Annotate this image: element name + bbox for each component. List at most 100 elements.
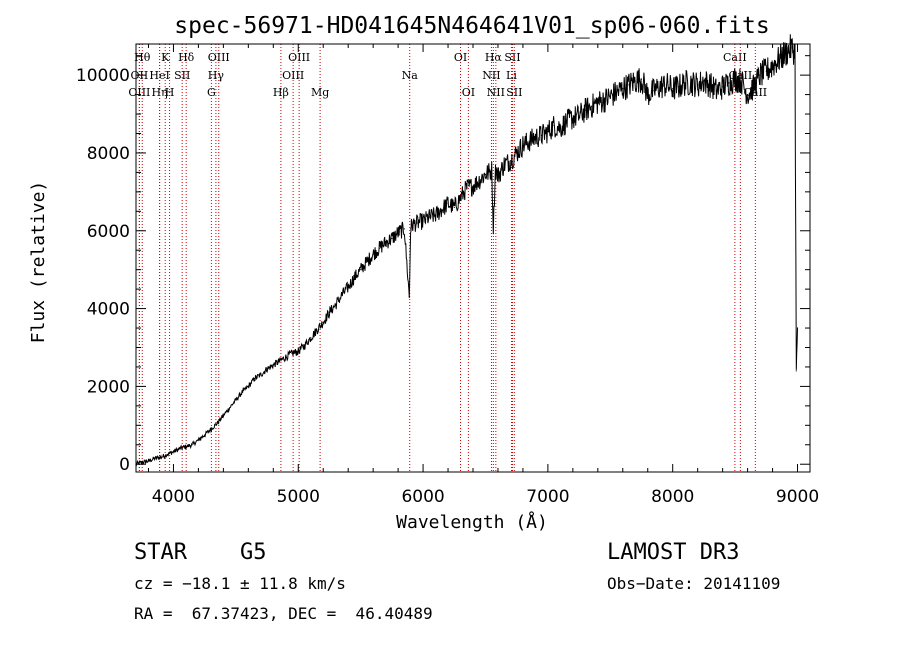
line-label-9: Hγ: [208, 69, 225, 82]
series-point-17: [241, 391, 243, 393]
series-point-78: [597, 101, 599, 103]
series-point-107: [778, 58, 780, 61]
series-point-81: [615, 92, 618, 94]
series-point-5: [166, 453, 168, 456]
series-point-18: [247, 385, 249, 387]
series-point-43: [403, 228, 405, 230]
series-point-16: [235, 399, 237, 401]
series-point-64: [509, 160, 512, 162]
series-point-76: [584, 109, 586, 111]
x-tick-label-5: 9000: [776, 487, 819, 507]
y-tick-label-0: 0: [119, 455, 130, 475]
series-point-25: [291, 352, 293, 354]
series-point-14: [222, 414, 224, 417]
series-point-57: [478, 179, 480, 181]
line-label-0: Hθ: [134, 51, 151, 64]
series-point-40: [385, 241, 387, 244]
series-point-89: [665, 84, 668, 86]
series-point-96: [709, 84, 711, 86]
series-point-111: [795, 370, 797, 372]
line-label-12: Hβ: [273, 86, 289, 99]
series-point-54: [459, 197, 462, 199]
series-point-21: [266, 368, 268, 370]
line-label-16: Na: [402, 69, 419, 82]
series-point-48: [422, 220, 424, 222]
series-point-20: [260, 374, 262, 376]
y-tick-label-3: 6000: [87, 222, 130, 242]
survey-name: LAMOST DR3: [607, 540, 740, 565]
series-point-79: [603, 99, 605, 102]
series-point-56: [472, 185, 474, 187]
redshift-cz: cz = −18.1 ± 11.8 km/s: [134, 574, 346, 593]
series-point-42: [397, 232, 399, 234]
series-flux: [135, 34, 798, 467]
series-point-46: [411, 224, 413, 226]
series-point-9: [191, 444, 193, 446]
series-point-61: [494, 167, 497, 170]
series-point-13: [216, 422, 218, 424]
series-point-23: [278, 360, 281, 362]
series-point-8: [185, 446, 187, 448]
series-point-104: [759, 74, 761, 76]
series-point-85: [640, 78, 643, 80]
spectral-line-markers: HθOIIOIIIHηHeIKHSIIHδHγOIIIGHβOIIIOIIIMg…: [128, 44, 767, 472]
x-axis-label: Wavelength (Å): [396, 511, 548, 533]
line-label-21: NII: [487, 86, 505, 99]
series-point-34: [347, 286, 349, 288]
line-label-23: SII: [504, 51, 520, 64]
series-point-55: [466, 187, 468, 189]
series-point-91: [678, 86, 680, 88]
line-label-13: OIII: [282, 69, 304, 82]
chart-title: spec-56971-HD041645N464641V01_sp06-060.f…: [174, 13, 769, 39]
series-point-37: [366, 261, 368, 263]
series-point-82: [622, 88, 624, 90]
ra-dec-coordinates: RA = 67.37423, DEC = 46.40489: [134, 604, 433, 623]
series-point-105: [765, 70, 767, 72]
series-point-53: [453, 206, 455, 209]
series-point-4: [160, 456, 162, 458]
series-point-12: [210, 428, 212, 430]
series-point-24: [285, 356, 287, 358]
line-label-18: OI: [462, 86, 475, 99]
series-point-2: [147, 460, 150, 462]
x-tick-label-2: 6000: [401, 487, 444, 507]
series-point-80: [609, 95, 611, 98]
y-tick-label-4: 8000: [87, 144, 130, 164]
series-point-44: [408, 296, 410, 298]
series-point-6: [172, 451, 175, 453]
line-label-20: Hα: [485, 51, 503, 64]
series-point-45: [409, 228, 412, 230]
y-tick-label-2: 4000: [87, 300, 130, 320]
series-point-27: [303, 344, 306, 347]
series-point-100: [734, 78, 736, 80]
line-label-22: Li: [506, 69, 517, 82]
line-label-10: OIII: [208, 51, 230, 64]
x-tick-label-4: 8000: [651, 487, 694, 507]
series-point-72: [559, 127, 561, 129]
series-point-62: [497, 175, 499, 177]
y-axis: 0 2000 4000 6000 8000 10000: [76, 55, 810, 475]
object-subclass: G5: [240, 540, 267, 565]
series-point-1: [141, 461, 143, 463]
line-label-19: NII: [482, 69, 500, 82]
series-point-94: [697, 84, 699, 86]
series-point-50: [434, 214, 437, 216]
series-point-22: [272, 364, 274, 366]
line-label-6: H: [165, 86, 175, 99]
series-point-51: [441, 208, 443, 210]
series-point-86: [647, 93, 649, 96]
series-point-87: [653, 90, 655, 92]
series-point-74: [572, 117, 574, 119]
object-class: STAR: [134, 540, 187, 565]
series-point-109: [790, 47, 792, 49]
y-tick-label-1: 2000: [87, 377, 130, 397]
series-point-83: [628, 84, 630, 86]
line-label-24: SII: [506, 86, 522, 99]
series-point-60: [492, 226, 494, 228]
line-label-4: HeI: [149, 69, 169, 82]
series-point-49: [428, 216, 430, 218]
series-layer: [135, 34, 799, 467]
series-point-106: [771, 64, 774, 66]
series-point-71: [553, 125, 555, 127]
series-point-84: [634, 80, 636, 82]
